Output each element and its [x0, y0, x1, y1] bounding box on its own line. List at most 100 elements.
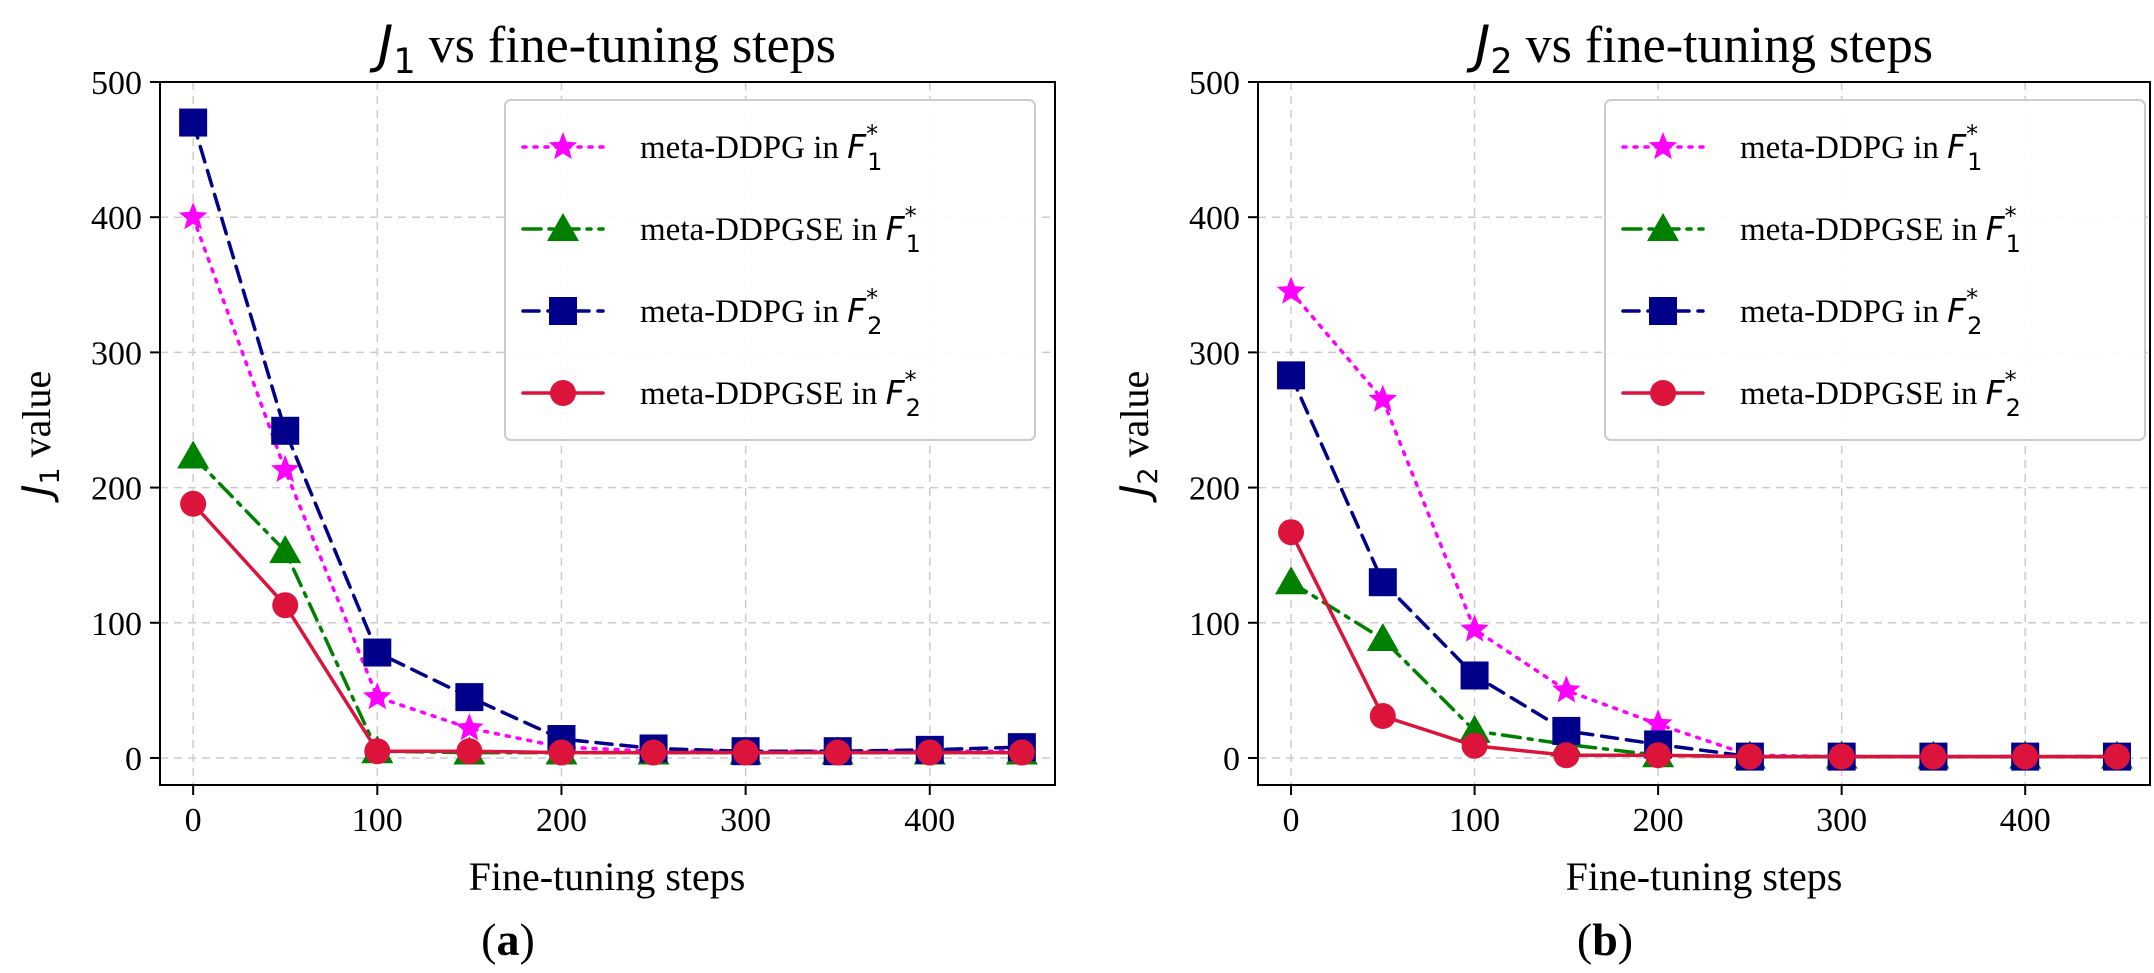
x-tick-label: 400: [2000, 802, 2051, 839]
x-tick-label: 0: [1283, 802, 1300, 839]
x-axis-label: Fine-tuning steps: [1566, 854, 1843, 899]
x-axis-label: Fine-tuning steps: [469, 854, 746, 899]
data-point: [179, 108, 208, 137]
y-tick-label: 300: [1189, 335, 1240, 372]
data-point: [1277, 361, 1306, 390]
data-point: [1368, 568, 1397, 597]
y-axis-label: J2 value: [1112, 371, 1164, 504]
y-tick-label: 400: [1189, 200, 1240, 237]
plot-frame: [1257, 81, 2151, 786]
data-point: [1461, 732, 1488, 759]
data-point: [1369, 703, 1396, 730]
series-2: [177, 440, 1038, 765]
y-tick-label: 200: [91, 471, 142, 508]
legend-marker: [549, 297, 577, 325]
data-point: [364, 738, 391, 765]
legend-label: meta-DDPGSE in F* 2: [1740, 366, 2021, 422]
x-tick-label: 100: [352, 802, 403, 839]
legend-label: meta-DDPG in F* 2: [1740, 284, 1982, 340]
chart-panel-b: 0 100 200 300 400 0 100 200 300 400 500 J2 vs fine-…: [1112, 15, 2151, 965]
legend-entry: meta-DDPGSE in F* 2: [521, 366, 921, 422]
legend-marker: [1649, 297, 1677, 325]
legend-box: [504, 99, 1036, 441]
data-point: [640, 739, 667, 766]
data-point: [180, 490, 207, 517]
legend-marker: [547, 213, 579, 241]
chart-title: J2 vs fine-tuning steps: [1466, 15, 1933, 82]
data-point: [732, 739, 759, 766]
legend-marker: [548, 132, 578, 160]
legend-entry: meta-DDPGSE in F* 2: [1621, 366, 2021, 422]
plot-frame: [159, 81, 1056, 786]
data-point: [1276, 276, 1306, 304]
legend-entry: meta-DDPG in F* 2: [521, 284, 882, 340]
y-axis-label: J1 value: [14, 371, 66, 504]
data-point: [824, 739, 851, 766]
series-line: [1289, 530, 2119, 759]
chart-title: J1 vs fine-tuning steps: [369, 15, 836, 82]
data-point: [1553, 742, 1580, 769]
series-line: [191, 502, 1024, 755]
legend-label: meta-DDPGSE in F* 1: [640, 202, 921, 258]
data-point: [2012, 743, 2039, 770]
data-point: [1275, 566, 1308, 595]
data-point: [272, 592, 299, 619]
data-point: [1552, 675, 1581, 703]
data-point: [456, 738, 483, 765]
data-point: [1736, 743, 1763, 770]
data-point: [363, 638, 392, 667]
legend-label: meta-DDPGSE in F* 1: [1740, 202, 2021, 258]
legend-marker: [1648, 132, 1678, 160]
y-tick-label: 500: [1189, 65, 1240, 102]
data-point: [363, 682, 392, 710]
legend: meta-DDPG in F* 1 meta-DDPGSE in F* 1 meta-D…: [504, 99, 1036, 441]
legend-label: meta-DDPG in F* 1: [640, 120, 882, 176]
legend-entry: meta-DDPGSE in F* 1: [521, 202, 921, 258]
data-point: [271, 416, 300, 445]
data-point: [178, 202, 208, 230]
legend-label: meta-DDPGSE in F* 2: [640, 366, 921, 422]
x-tick-label: 200: [1633, 802, 1684, 839]
y-tick-label: 100: [1189, 606, 1240, 643]
y-tick-label: 100: [91, 606, 142, 643]
data-point: [455, 713, 484, 741]
series-4: [1278, 519, 2130, 770]
x-tick-label: 0: [185, 802, 202, 839]
data-point: [1552, 716, 1581, 745]
data-point: [1460, 614, 1489, 642]
data-point: [916, 739, 943, 766]
panel-label: (b): [1577, 914, 1633, 965]
panel-label: (a): [481, 914, 535, 965]
series-line: [191, 454, 1024, 755]
legend-marker: [1650, 380, 1676, 406]
series-line: [1289, 580, 2119, 759]
data-point: [1645, 742, 1672, 769]
data-point: [1920, 743, 1947, 770]
series-2: [1275, 566, 2133, 769]
legend-box: [1604, 99, 2146, 441]
y-tick-label: 200: [1189, 471, 1240, 508]
x-tick-label: 400: [904, 802, 955, 839]
y-tick-label: 0: [1223, 741, 1240, 778]
series-4: [180, 490, 1035, 766]
legend: meta-DDPG in F* 1 meta-DDPGSE in F* 1 meta-D…: [1604, 99, 2146, 441]
data-point: [269, 535, 302, 564]
data-point: [1828, 743, 1855, 770]
data-point: [548, 739, 575, 766]
legend-entry: meta-DDPG in F* 1: [521, 120, 882, 176]
x-tick-label: 200: [536, 802, 587, 839]
legend-label: meta-DDPG in F* 1: [1740, 120, 1982, 176]
data-point: [271, 455, 300, 483]
data-point: [1368, 384, 1398, 412]
legend-label: meta-DDPG in F* 2: [640, 284, 882, 340]
y-tick-label: 0: [125, 741, 142, 778]
x-tick-label: 100: [1449, 802, 1500, 839]
legend-marker: [1647, 213, 1679, 241]
x-tick-label: 300: [1816, 802, 1867, 839]
y-tick-label: 300: [91, 335, 142, 372]
data-point: [1008, 739, 1035, 766]
data-point: [1366, 622, 1399, 651]
data-point: [455, 683, 484, 712]
x-tick-label: 300: [720, 802, 771, 839]
legend-marker: [550, 380, 576, 406]
